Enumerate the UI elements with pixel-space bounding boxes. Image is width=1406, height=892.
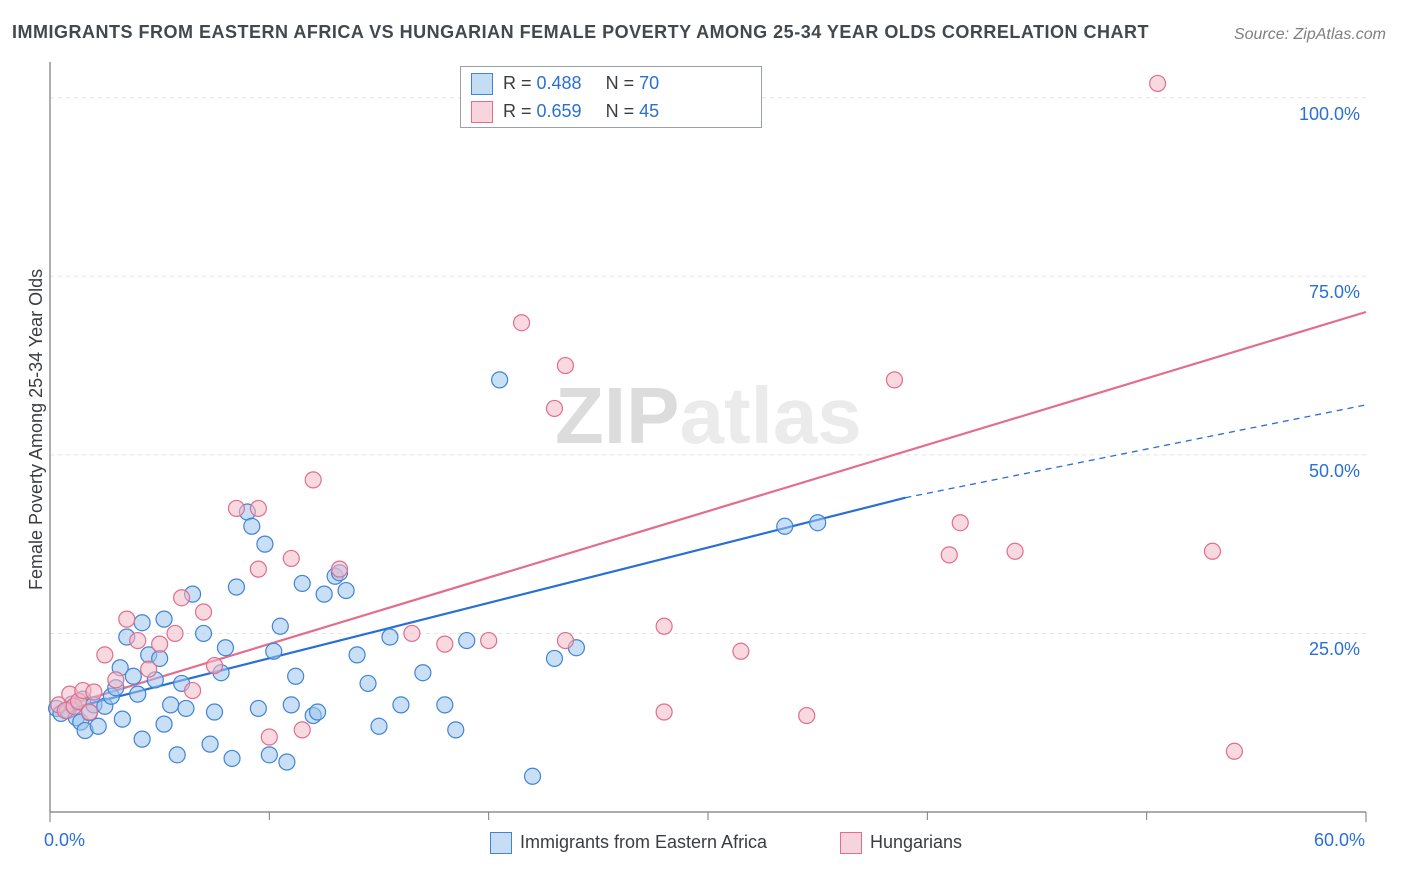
- legend-r-label: R =: [503, 101, 537, 121]
- series-legend-label: Hungarians: [870, 832, 962, 852]
- stats-legend-row: R = 0.488 N = 70: [471, 73, 659, 95]
- legend-swatch: [471, 101, 493, 123]
- legend-n-label: N =: [606, 73, 640, 93]
- legend-n-label: N =: [606, 101, 640, 121]
- legend-swatch: [490, 832, 512, 854]
- stats-legend-row: R = 0.659 N = 45: [471, 101, 659, 123]
- y-tick-label: 75.0%: [1309, 282, 1360, 303]
- scatter-plot: [0, 0, 1406, 892]
- x-tick-label: 0.0%: [44, 830, 85, 851]
- legend-r-value: 0.659: [537, 101, 582, 121]
- series-legend-item: Immigrants from Eastern Africa: [490, 832, 767, 854]
- legend-swatch: [840, 832, 862, 854]
- series-legend-label: Immigrants from Eastern Africa: [520, 832, 767, 852]
- series-legend-item: Hungarians: [840, 832, 962, 854]
- legend-n-value: 45: [639, 101, 659, 121]
- y-tick-label: 100.0%: [1299, 104, 1360, 125]
- legend-r-value: 0.488: [537, 73, 582, 93]
- y-tick-label: 50.0%: [1309, 461, 1360, 482]
- legend-swatch: [471, 73, 493, 95]
- legend-r-label: R =: [503, 73, 537, 93]
- stats-legend: R = 0.488 N = 70 R = 0.659 N = 45: [460, 66, 762, 128]
- y-axis-title: Female Poverty Among 25-34 Year Olds: [26, 269, 47, 590]
- y-tick-label: 25.0%: [1309, 639, 1360, 660]
- legend-n-value: 70: [639, 73, 659, 93]
- x-tick-label: 60.0%: [1314, 830, 1365, 851]
